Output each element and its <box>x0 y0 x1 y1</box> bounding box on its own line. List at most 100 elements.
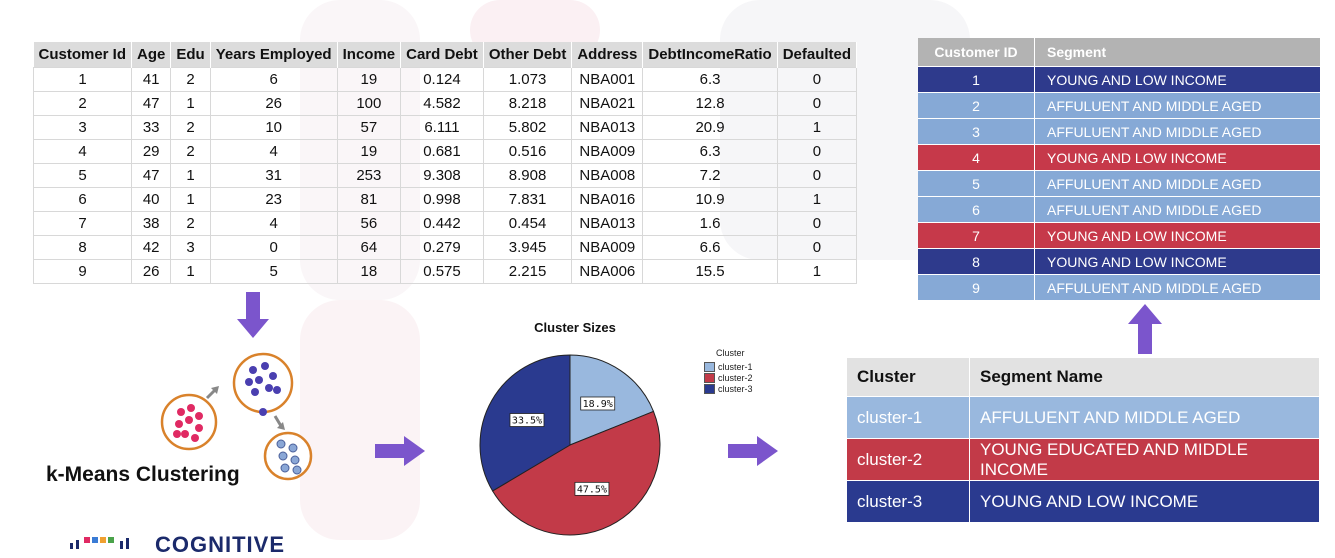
legend-label: cluster-1 <box>718 361 753 372</box>
slice-label-text: 18.9% <box>583 399 613 410</box>
table-row: 9 AFFULUENT AND MIDDLE AGED <box>918 275 1320 301</box>
table-cell: 0 <box>776 211 858 236</box>
header-cell: Cluster <box>847 358 970 396</box>
segment-cell: AFFULUENT AND MIDDLE AGED <box>1047 279 1262 296</box>
table-cell: 47 <box>131 163 172 188</box>
header-cell: Segment <box>1047 44 1107 60</box>
table-cell: 4 <box>32 139 133 164</box>
table-row: 6 AFFULUENT AND MIDDLE AGED <box>918 197 1320 223</box>
legend-title: Cluster <box>716 348 745 358</box>
table-cell: 6 <box>209 67 338 92</box>
table-cell: 1 <box>170 259 211 284</box>
legend-item: cluster-3 <box>704 383 753 394</box>
cluster-illustration <box>160 352 313 481</box>
segment-name-cell: YOUNG EDUCATED AND MIDDLE INCOME <box>980 439 1248 479</box>
table-cell: 0 <box>776 235 858 260</box>
customer-id-cell: 6 <box>918 197 1035 222</box>
table-cell: 1 <box>170 91 211 116</box>
table-cell: 64 <box>336 235 402 260</box>
customer-id-cell: 9 <box>918 275 1035 300</box>
table-cell: 26 <box>131 259 172 284</box>
customer-id-cell: 2 <box>918 93 1035 118</box>
table-cell: 0 <box>776 163 858 188</box>
legend-label: cluster-2 <box>718 372 753 383</box>
table-row: cluster-2 YOUNG EDUCATED AND MIDDLE INCOM… <box>847 439 1319 481</box>
header-cell: Segment Name <box>980 367 1103 386</box>
column-header: Age <box>131 42 172 68</box>
table-cell: 1 <box>32 67 133 92</box>
table-row: 7 38 2 4 56 0.442 0.454 NBA013 1.6 0 <box>32 211 858 236</box>
table-row: cluster-3 YOUNG AND LOW INCOME <box>847 481 1319 523</box>
table-cell: 1.073 <box>482 67 573 92</box>
table-cell: 31 <box>209 163 338 188</box>
table-cell: 81 <box>336 187 402 212</box>
table-cell: 3 <box>170 235 211 260</box>
column-header: DebtIncomeRatio <box>642 42 778 68</box>
table-row: 4 YOUNG AND LOW INCOME <box>918 145 1320 171</box>
table-cell: 0.575 <box>400 259 484 284</box>
chart-title: Cluster Sizes <box>534 320 616 335</box>
logo-icon <box>70 537 129 549</box>
customer-id-cell: 3 <box>918 119 1035 144</box>
table-cell: 19 <box>336 139 402 164</box>
table-cell: NBA009 <box>571 235 644 260</box>
table-row: 6 40 1 23 81 0.998 7.831 NBA016 10.9 1 <box>32 187 858 212</box>
legend-item: cluster-2 <box>704 372 753 383</box>
up-arrow-icon <box>1128 304 1162 354</box>
table-row: 5 AFFULUENT AND MIDDLE AGED <box>918 171 1320 197</box>
table-cell: 8.218 <box>482 91 573 116</box>
column-header: Address <box>571 42 644 68</box>
table-cell: 15.5 <box>642 259 778 284</box>
table-cell: 0.124 <box>400 67 484 92</box>
customer-id-cell: 5 <box>918 171 1035 196</box>
table-row: 8 42 3 0 64 0.279 3.945 NBA009 6.6 0 <box>32 235 858 260</box>
table-cell: NBA013 <box>571 115 644 140</box>
right-arrow-icon <box>728 436 778 466</box>
table-row: 4 29 2 4 19 0.681 0.516 NBA009 6.3 0 <box>32 139 858 164</box>
column-header: Income <box>337 42 402 68</box>
segment-table-header: Customer ID Segment <box>918 38 1320 67</box>
table-cell: 8 <box>32 235 133 260</box>
table-row: 2 AFFULUENT AND MIDDLE AGED <box>918 93 1320 119</box>
pie-slice <box>491 410 661 536</box>
table-cell: 10 <box>209 115 338 140</box>
table-cell: 8.908 <box>482 163 573 188</box>
table-row: cluster-1 AFFULUENT AND MIDDLE AGED <box>847 397 1319 439</box>
table-cell: NBA001 <box>571 67 644 92</box>
table-cell: 23 <box>209 187 338 212</box>
table-cell: 2 <box>32 91 133 116</box>
table-cell: 6.111 <box>400 115 484 140</box>
table-cell: 9 <box>32 259 133 284</box>
table-cell: 56 <box>336 211 402 236</box>
legend-swatch <box>704 383 715 394</box>
table-row: 5 47 1 31 253 9.308 8.908 NBA008 7.2 0 <box>32 163 858 188</box>
table-cell: NBA021 <box>571 91 644 116</box>
table-cell: 0 <box>776 139 858 164</box>
chart-legend: Cluster cluster-1 cluster-2 cluster-3 <box>704 348 753 394</box>
customer-table-header: Customer Id Age Edu Years Employed Income Car… <box>33 42 858 68</box>
segment-cell: YOUNG AND LOW INCOME <box>1047 253 1227 270</box>
cluster-cell: cluster-3 <box>847 481 970 522</box>
segment-cell: AFFULUENT AND MIDDLE AGED <box>1047 123 1262 140</box>
column-header: Years Employed <box>210 42 338 68</box>
table-cell: 1 <box>170 163 211 188</box>
segment-name-cell: YOUNG AND LOW INCOME <box>980 491 1199 511</box>
table-cell: NBA013 <box>571 211 644 236</box>
table-cell: 7 <box>32 211 133 236</box>
table-cell: 0.442 <box>400 211 484 236</box>
cluster-cell: cluster-2 <box>847 439 970 480</box>
table-cell: 0.998 <box>400 187 484 212</box>
slice-label: 47.5% <box>574 481 610 496</box>
slice-label: 33.5% <box>509 413 545 427</box>
table-cell: 29 <box>131 139 172 164</box>
table-cell: 0 <box>209 235 338 260</box>
table-cell: 6.3 <box>642 67 778 92</box>
table-cell: 26 <box>209 91 338 116</box>
customer-id-cell: 1 <box>918 67 1035 92</box>
table-cell: NBA009 <box>571 139 644 164</box>
table-cell: 0.454 <box>482 211 573 236</box>
table-cell: 100 <box>336 91 402 116</box>
table-cell: 42 <box>131 235 172 260</box>
segment-cell: YOUNG AND LOW INCOME <box>1047 71 1227 88</box>
table-cell: 0.516 <box>482 139 573 164</box>
